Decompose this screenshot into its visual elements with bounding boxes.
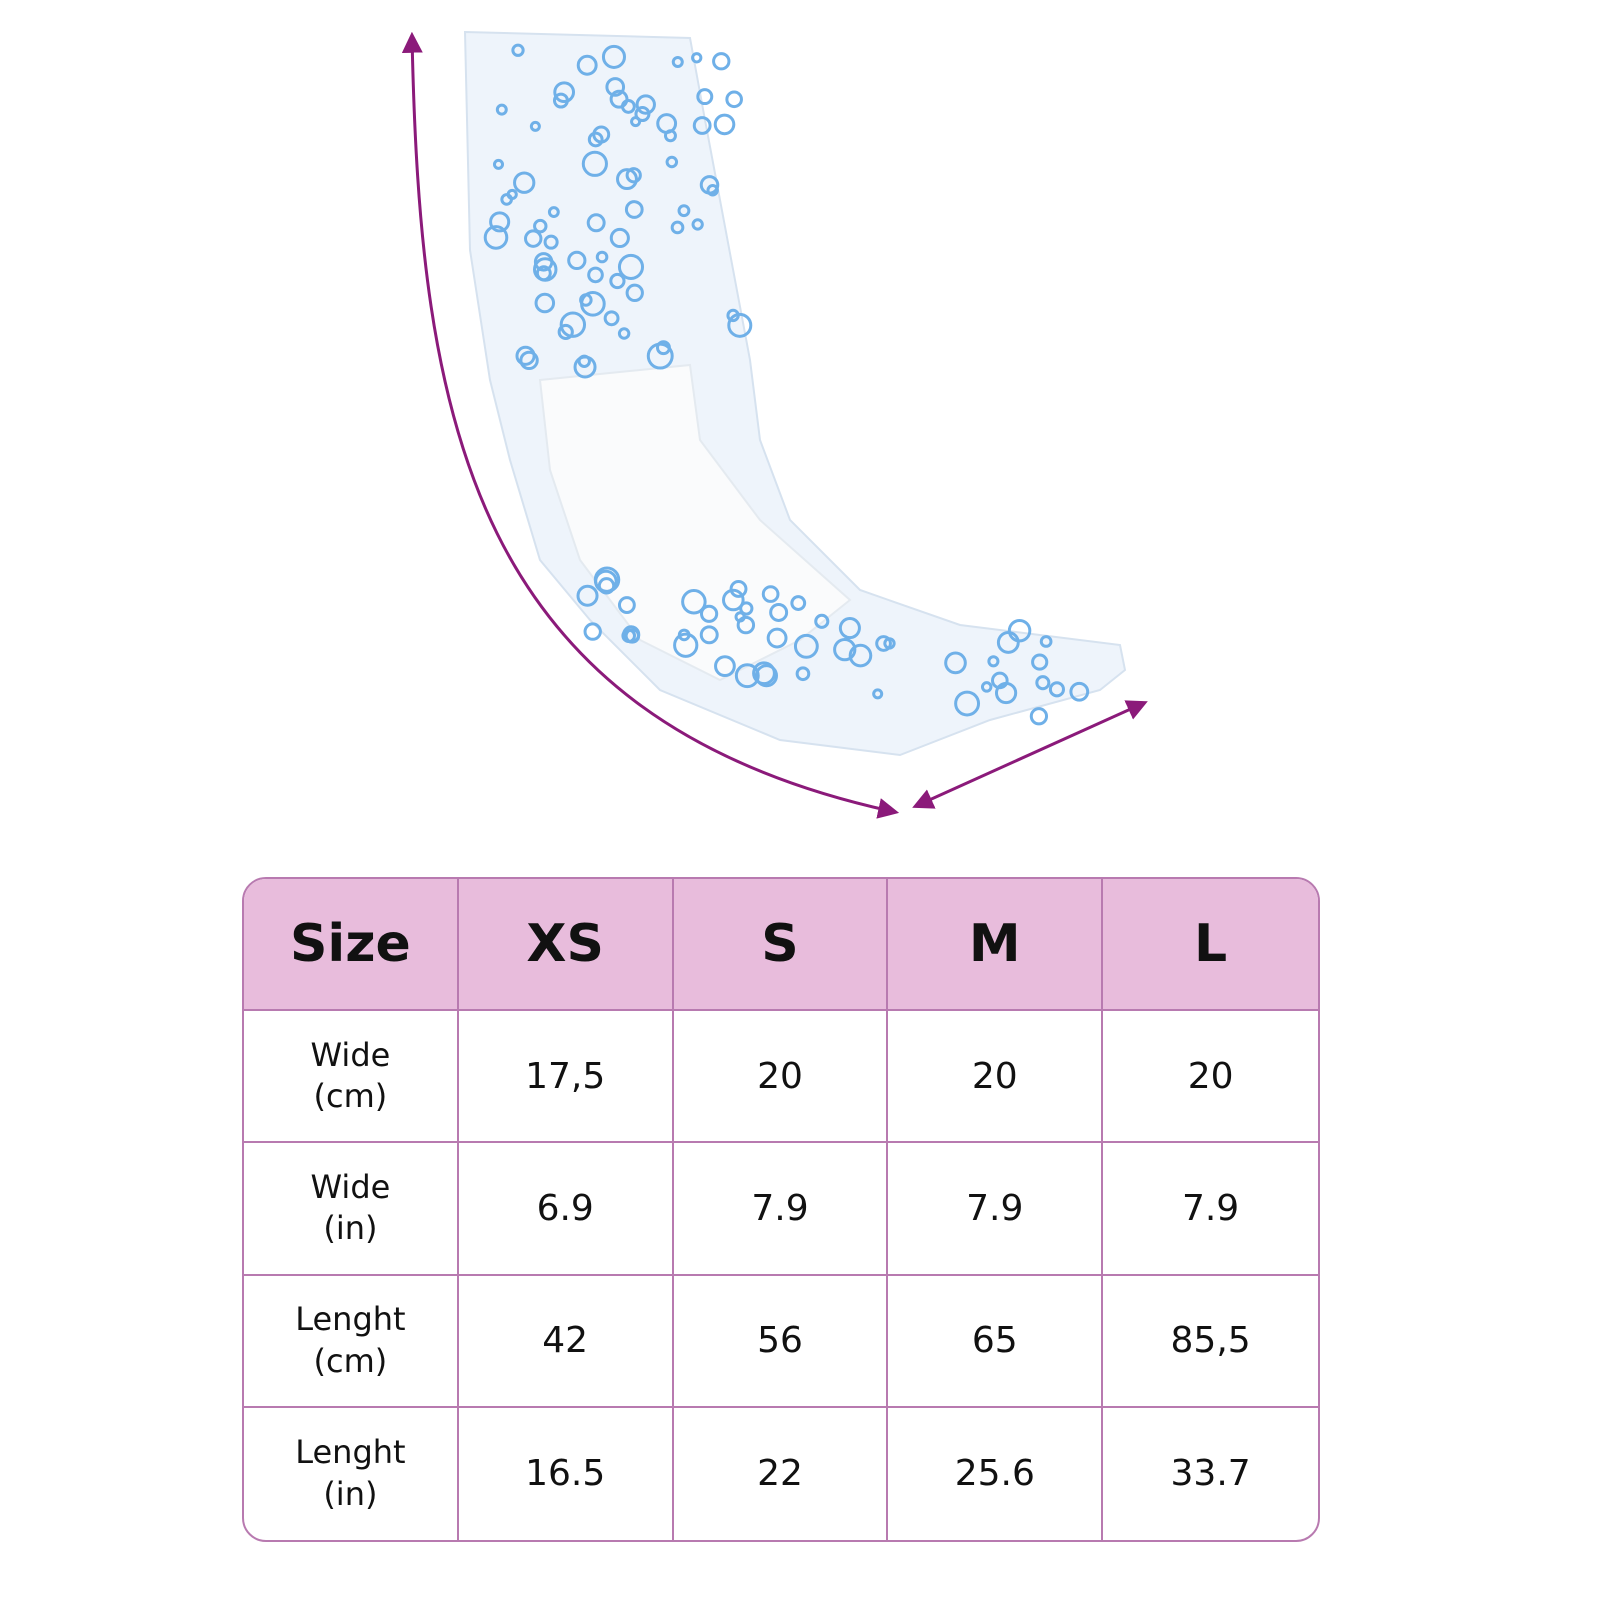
pattern-dot xyxy=(1069,681,1090,702)
pattern-dot xyxy=(1048,681,1066,698)
length-arrow xyxy=(401,31,900,819)
pattern-dot xyxy=(980,681,993,693)
pattern-dot xyxy=(583,622,602,641)
pattern-dot xyxy=(987,655,1000,668)
value-cell: 20 xyxy=(888,1011,1104,1144)
header-cell: S xyxy=(673,879,889,1012)
value-cell: 22 xyxy=(674,1407,889,1540)
pattern-dot xyxy=(1007,618,1032,643)
value-cell: 16.5 xyxy=(459,1407,674,1540)
pattern-dot xyxy=(944,651,967,675)
pattern-dot xyxy=(691,52,703,64)
header-cell: Size xyxy=(244,879,459,1012)
row-label: Lenght (cm) xyxy=(244,1275,459,1408)
header-cell: XS xyxy=(458,879,674,1012)
width-arrow xyxy=(912,700,1148,809)
value-cell: 56 xyxy=(673,1275,889,1408)
pattern-dot xyxy=(712,52,731,71)
pattern-dot xyxy=(991,671,1009,690)
value-cell: 7.9 xyxy=(1103,1143,1318,1276)
value-cell: 65 xyxy=(888,1275,1104,1408)
pattern-dot xyxy=(1029,707,1049,726)
value-cell: 20 xyxy=(673,1011,889,1144)
value-cell: 20 xyxy=(1103,1011,1318,1144)
pattern-dot xyxy=(1031,653,1049,671)
product-illustration xyxy=(401,30,1148,819)
value-cell: 17,5 xyxy=(458,1011,674,1144)
row-label: Wide (cm) xyxy=(244,1011,459,1144)
row-label: Wide (in) xyxy=(244,1143,459,1276)
pattern-dot xyxy=(1039,635,1053,648)
value-cell: 85,5 xyxy=(1103,1276,1318,1408)
value-cell: 25.6 xyxy=(888,1407,1104,1540)
value-cell: 33.7 xyxy=(1170,1453,1251,1495)
header-cell: L xyxy=(1103,879,1318,1012)
pattern-dot xyxy=(1035,675,1051,691)
pattern-dot xyxy=(713,113,736,136)
row-label: Lenght (in) xyxy=(244,1407,459,1540)
value-cell: 7.9 xyxy=(673,1143,889,1276)
value-cell: 6.9 xyxy=(458,1143,674,1276)
pattern-dot xyxy=(725,90,743,109)
value-cell: 7.9 xyxy=(888,1143,1104,1276)
header-cell: M xyxy=(888,879,1104,1012)
value-cell: 42 xyxy=(458,1275,674,1408)
size-table: Size XS S M L Wide (cm) 17,5 20 20 20 Wide (in) 6.9… xyxy=(242,877,1320,1542)
